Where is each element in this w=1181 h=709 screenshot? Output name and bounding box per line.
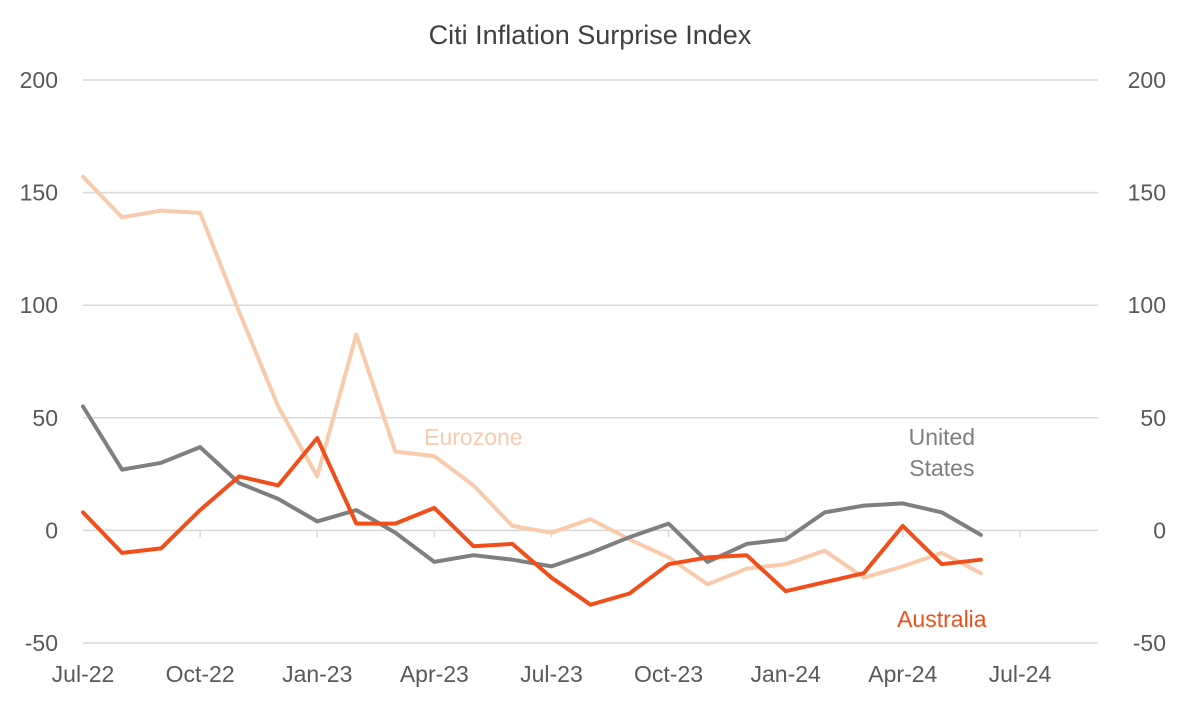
chart-title: Citi Inflation Surprise Index — [429, 20, 752, 50]
series-line-australia — [81, 436, 983, 607]
y-tick-label-right: 150 — [1128, 180, 1166, 206]
y-tick-label-right: 0 — [1153, 517, 1166, 543]
y-tick-label-right: -50 — [1133, 630, 1166, 656]
y-tick-label-left: 150 — [20, 180, 58, 206]
y-tick-label-left: 100 — [20, 292, 58, 318]
x-tick-label: Oct-22 — [166, 661, 235, 687]
y-tick-label-left: -50 — [25, 630, 58, 656]
y-tick-label-left: 50 — [32, 405, 58, 431]
series-label-line: Australia — [897, 606, 987, 632]
x-axis: Jul-22 Oct-22 Jan-23 Apr-23 Jul-23 Oct-23 Jan-… — [52, 530, 1052, 687]
y-tick-label-left: 200 — [20, 67, 58, 93]
y-axis-right: 200 150 100 50 0 -50 — [1128, 67, 1166, 656]
y-tick-label-right: 50 — [1140, 405, 1166, 431]
y-tick-label-right: 100 — [1128, 292, 1166, 318]
x-tick-label: Jul-24 — [989, 661, 1052, 687]
gridlines — [83, 79, 1098, 644]
x-tick-label: Jul-22 — [52, 661, 115, 687]
x-tick-label: Oct-23 — [634, 661, 703, 687]
x-tick-label: Jul-23 — [520, 661, 583, 687]
series-label-australia: Australia — [897, 606, 987, 632]
series-label-eurozone: Eurozone — [424, 424, 522, 450]
y-tick-label-left: 0 — [45, 517, 58, 543]
y-tick-label-right: 200 — [1128, 67, 1166, 93]
x-tick-label: Apr-23 — [400, 661, 469, 687]
series-labels: Eurozone United States Australia — [424, 424, 987, 632]
series-label-line: States — [909, 455, 974, 481]
series-label-line: United — [909, 424, 975, 450]
series-line-eurozone — [81, 174, 983, 587]
x-tick-label: Jan-23 — [282, 661, 352, 687]
series-label-line: Eurozone — [424, 424, 522, 450]
y-axis-left: 200 150 100 50 0 -50 — [20, 67, 58, 656]
series-line-united-states — [81, 404, 983, 569]
series-label-united-states: United States — [909, 424, 975, 481]
x-tick-label: Jan-24 — [751, 661, 822, 687]
series-lines — [81, 174, 983, 607]
x-tick-label: Apr-24 — [868, 661, 937, 687]
